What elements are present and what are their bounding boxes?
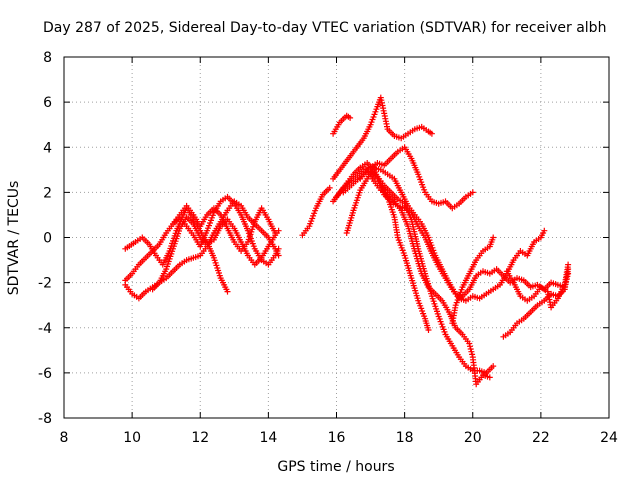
- series-arc-g: [330, 112, 354, 137]
- x-tick-labels: 8 10 12 14 16 18 20 22 24: [60, 430, 618, 446]
- x-tick-label: 8: [60, 430, 69, 446]
- data-point-marker: [490, 363, 497, 370]
- series-arc-h: [330, 94, 435, 182]
- data-point-marker: [467, 343, 473, 350]
- data-point-marker: [565, 261, 572, 268]
- data-point-marker: [468, 348, 475, 355]
- y-tick-label: 6: [43, 95, 52, 111]
- x-tick-label: 14: [259, 430, 277, 446]
- data-point-marker: [469, 351, 476, 358]
- x-tick-label: 22: [532, 430, 550, 446]
- data-point-marker: [466, 340, 473, 347]
- grid-lines: [64, 57, 609, 418]
- data-point-marker: [486, 374, 493, 381]
- series-arc-d: [149, 214, 282, 293]
- y-tick-label: -4: [38, 321, 52, 337]
- data-point-marker: [372, 108, 379, 115]
- y-tick-label: -2: [38, 276, 52, 292]
- y-axis-label: SDTVAR / TECUs: [6, 181, 22, 296]
- series-arc-q: [503, 261, 572, 311]
- series-arc-f: [299, 184, 333, 239]
- chart-title: Day 287 of 2025, Sidereal Day-to-day VTE…: [43, 20, 606, 36]
- y-tick-label: 4: [43, 140, 52, 156]
- data-point-marker: [224, 288, 231, 295]
- series-arc-c: [122, 193, 282, 284]
- data-points: [122, 94, 572, 388]
- series-arc-o: [449, 234, 497, 327]
- y-tick-label: 8: [43, 50, 52, 66]
- y-tick-label: 2: [43, 185, 52, 201]
- data-point-marker: [541, 227, 548, 234]
- plot-frame: [63, 56, 610, 419]
- y-tick-labels: 8 6 4 2 0 -2 -4 -6 -8: [38, 50, 52, 427]
- data-point-marker: [272, 230, 279, 236]
- series-arc-j: [333, 160, 432, 333]
- series-arc-e: [170, 202, 279, 254]
- x-tick-label: 10: [123, 430, 141, 446]
- x-tick-label: 16: [328, 430, 346, 446]
- x-axis-label: GPS time / hours: [277, 459, 394, 475]
- x-tick-label: 20: [464, 430, 482, 446]
- data-point-marker: [425, 327, 432, 333]
- data-point-marker: [275, 245, 282, 252]
- data-point-marker: [347, 114, 354, 121]
- x-tick-label: 24: [600, 430, 618, 446]
- y-tick-label: 0: [43, 231, 52, 247]
- series-arc-n: [367, 171, 548, 304]
- series-arc-m: [357, 166, 493, 388]
- data-point-marker: [326, 184, 333, 191]
- data-point-marker: [490, 234, 497, 241]
- data-point-marker: [467, 346, 474, 352]
- data-point-marker: [469, 189, 476, 196]
- y-tick-label: -6: [38, 366, 52, 382]
- x-tick-label: 18: [396, 430, 414, 446]
- series-arc-p: [500, 266, 572, 340]
- data-point-marker: [428, 130, 435, 137]
- y-tick-label: -8: [38, 411, 52, 427]
- x-tick-label: 12: [191, 430, 209, 446]
